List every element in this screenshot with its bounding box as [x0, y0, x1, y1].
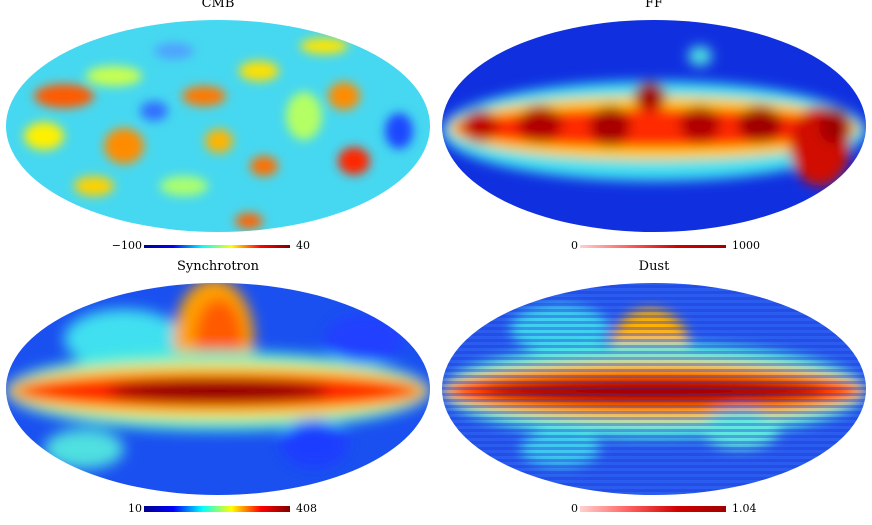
colorbar-max-label: 408: [296, 502, 317, 515]
synchrotron-sky-map: [6, 283, 430, 495]
dust-panel: Dust 0 1.04: [436, 259, 872, 525]
colorbar: −100 40: [0, 239, 436, 253]
colorbar-max-label: 1.04: [732, 502, 757, 515]
colorbar-gradient: [580, 245, 726, 248]
colorbar: 0 1.04: [436, 502, 872, 516]
dust-sky-map: [442, 283, 866, 495]
colorbar-min-label: 10: [128, 502, 142, 515]
synchrotron-panel: Synchrotron 10 408: [0, 259, 436, 525]
cmb-sky-map: [6, 20, 430, 232]
colorbar-gradient: [144, 245, 290, 248]
cmb-panel: CMB: [0, 0, 436, 262]
colorbar: 0 1000: [436, 239, 872, 253]
colorbar-max-label: 1000: [732, 239, 760, 252]
colorbar: 10 408: [0, 502, 436, 516]
colorbar-gradient: [580, 506, 726, 512]
colorbar-min-label: −100: [111, 239, 142, 252]
colorbar-min-label: 0: [571, 239, 578, 252]
panel-title: Dust: [638, 259, 670, 274]
colorbar-min-label: 0: [571, 502, 578, 515]
free-free-panel: FF 0 1000: [436, 0, 872, 262]
panel-title: CMB: [201, 0, 235, 11]
colorbar-max-label: 40: [296, 239, 310, 252]
panel-title: FF: [644, 0, 664, 11]
colorbar-gradient: [144, 506, 290, 512]
panel-title: Synchrotron: [177, 259, 259, 274]
free-free-sky-map: [442, 20, 866, 232]
